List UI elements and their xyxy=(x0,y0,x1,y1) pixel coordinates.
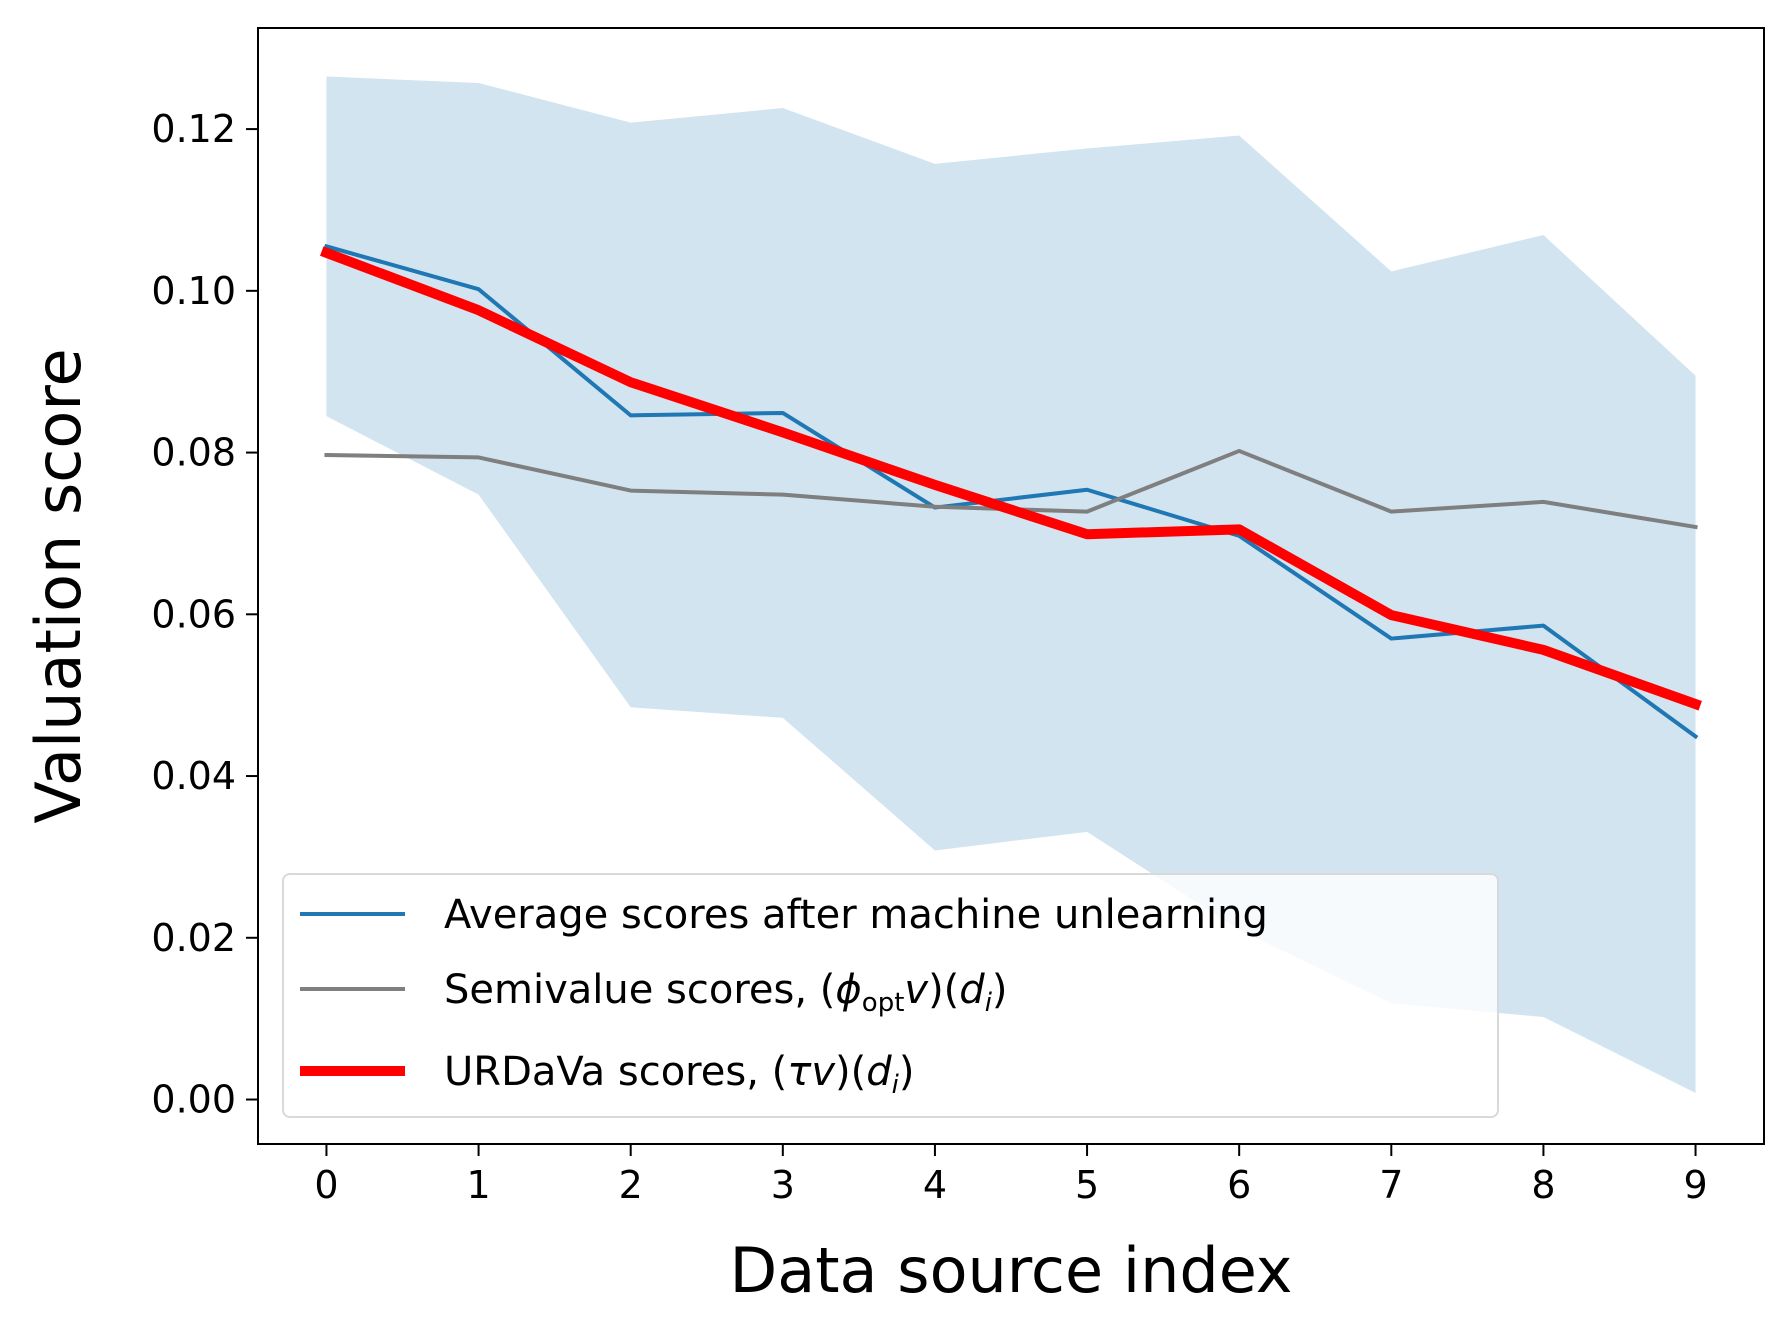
legend-semivalue-text: Semivalue scores, ( xyxy=(444,967,835,1013)
x-tick-label: 7 xyxy=(1379,1163,1403,1207)
x-tick-label: 9 xyxy=(1683,1163,1707,1207)
x-tick-label: 5 xyxy=(1075,1163,1099,1207)
legend-urdava-v: v xyxy=(811,1049,836,1095)
x-tick-label: 0 xyxy=(314,1163,338,1207)
legend-urdava-d: d xyxy=(866,1049,892,1095)
legend-semivalue-opt: opt xyxy=(862,988,905,1018)
x-tick-label: 6 xyxy=(1227,1163,1251,1207)
x-axis-title: Data source index xyxy=(730,1234,1293,1307)
legend-label-semivalue: Semivalue scores, (ϕoptv)(di) xyxy=(444,967,1008,1018)
confidence-band xyxy=(326,76,1696,1094)
x-tick-label: 3 xyxy=(771,1163,795,1207)
legend-label-average: Average scores after machine unlearning xyxy=(444,892,1268,938)
plot-frame xyxy=(257,27,1765,1145)
y-tick-label: 0.06 xyxy=(151,592,236,636)
legend-semivalue-phi: ϕ xyxy=(835,967,861,1013)
legend-box xyxy=(282,873,1499,1118)
y-tick-label: 0.08 xyxy=(151,431,236,475)
legend-urdava-i: i xyxy=(892,1070,900,1100)
confidence-band-layer xyxy=(326,76,1696,1094)
x-tick-label: 8 xyxy=(1531,1163,1555,1207)
legend: Average scores after machine unlearning … xyxy=(282,873,1499,1118)
x-tick-label: 2 xyxy=(619,1163,643,1207)
series-line-urdava xyxy=(320,246,1702,711)
legend-urdava-tau: τ xyxy=(787,1049,812,1095)
y-axis-title: Valuation score xyxy=(22,348,95,823)
y-tick-label: 0.00 xyxy=(151,1078,236,1122)
series-layer xyxy=(320,243,1702,740)
legend-semivalue-v: v xyxy=(904,967,929,1013)
legend-urdava-paren: )( xyxy=(835,1049,866,1095)
legend-semivalue-d: d xyxy=(959,967,985,1013)
legend-urdava-text: URDaVa scores, ( xyxy=(444,1049,787,1095)
legend-semivalue-i: i xyxy=(985,988,993,1018)
x-tick-label: 1 xyxy=(466,1163,490,1207)
x-axis-ticks: 0 1 2 3 4 5 6 7 8 9 xyxy=(314,1144,1708,1207)
legend-semivalue-paren: )( xyxy=(928,967,959,1013)
y-axis-ticks: 0.00 0.02 0.04 0.06 0.08 0.10 0.12 xyxy=(151,107,258,1122)
y-tick-label: 0.04 xyxy=(151,754,236,798)
y-tick-label: 0.12 xyxy=(151,107,236,151)
y-tick-label: 0.10 xyxy=(151,269,236,313)
x-tick-label: 4 xyxy=(923,1163,947,1207)
legend-label-urdava: URDaVa scores, (τv)(di) xyxy=(444,1049,914,1100)
y-tick-label: 0.02 xyxy=(151,916,236,960)
legend-urdava-close: ) xyxy=(899,1049,915,1095)
legend-semivalue-close: ) xyxy=(992,967,1008,1013)
